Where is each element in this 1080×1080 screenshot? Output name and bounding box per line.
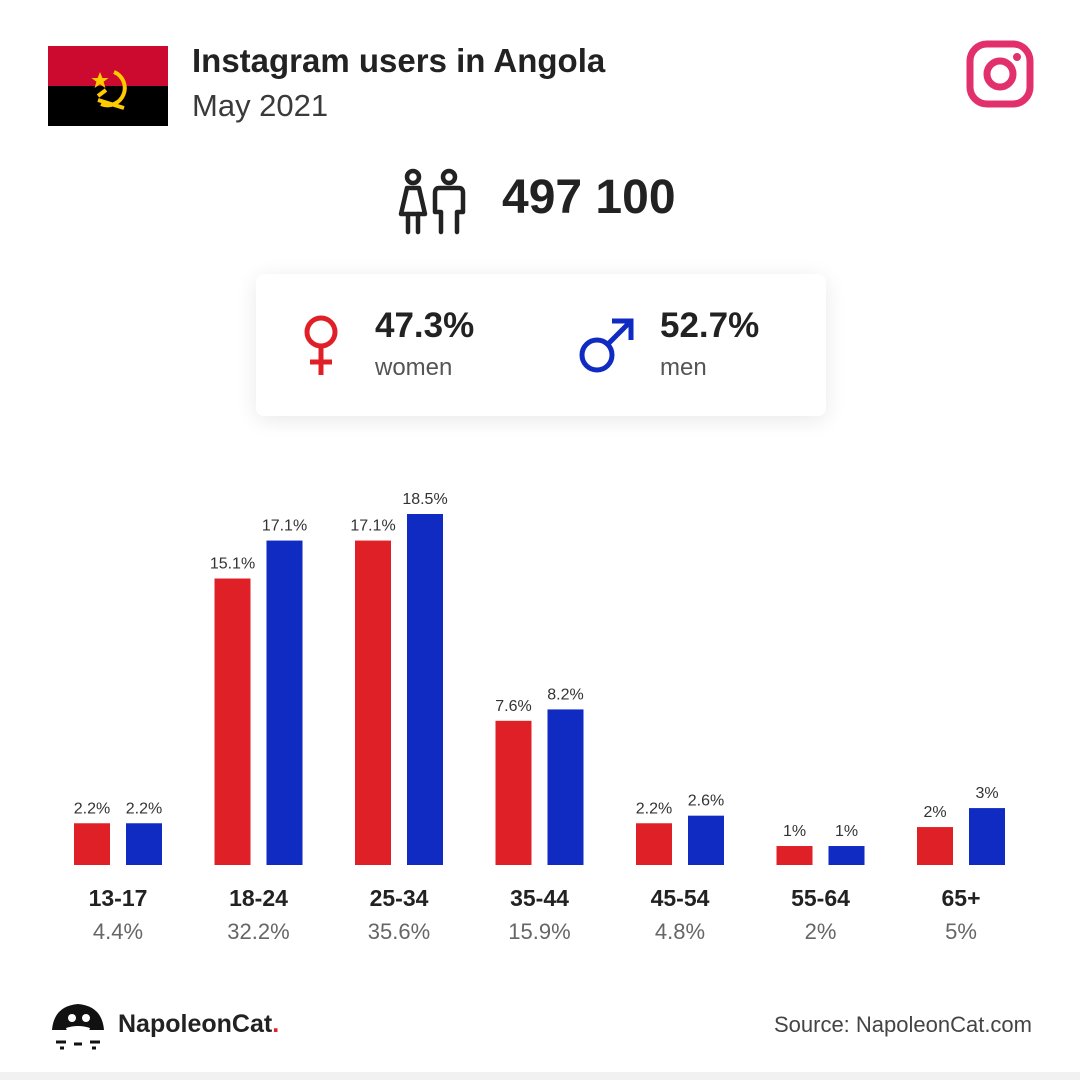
angola-flag-icon (48, 46, 168, 126)
category-label-45-54: 45-54 (651, 885, 710, 911)
bottom-divider (0, 1072, 1080, 1080)
data-label-men-18-24: 17.1% (262, 518, 307, 535)
page-subtitle: May 2021 (192, 88, 329, 123)
bar-men-18-24 (266, 540, 303, 865)
category-total-35-44: 15.9% (508, 919, 570, 944)
instagram-icon (966, 40, 1034, 108)
data-label-women-25-34: 17.1% (350, 518, 395, 535)
category-total-45-54: 4.8% (655, 919, 705, 944)
category-total-25-34: 35.6% (368, 919, 430, 944)
data-label-men-45-54: 2.6% (688, 793, 724, 810)
data-label-men-25-34: 18.5% (402, 491, 447, 508)
bar-women-65+ (917, 827, 953, 865)
bar-men-35-44 (547, 709, 584, 865)
male-symbol-icon (579, 318, 634, 373)
brand-dot: . (272, 1010, 280, 1038)
bar-women-45-54 (636, 823, 672, 865)
data-label-women-65+: 2% (923, 804, 946, 821)
category-total-13-17: 4.4% (93, 919, 143, 944)
category-total-55-64: 2% (805, 919, 837, 944)
source-credit: Source: NapoleonCat.com (773, 1012, 1032, 1037)
bar-men-13-17 (126, 823, 162, 865)
data-label-women-18-24: 15.1% (210, 556, 255, 573)
data-label-women-13-17: 2.2% (74, 800, 110, 817)
data-label-women-45-54: 2.2% (636, 800, 672, 817)
brand-name: NapoleonCat (118, 1010, 273, 1038)
category-label-35-44: 35-44 (510, 885, 569, 911)
category-total-65+: 5% (945, 919, 977, 944)
bar-women-55-64 (776, 846, 813, 865)
bar-men-25-34 (407, 514, 443, 865)
men-label: men (660, 354, 707, 381)
category-label-65+: 65+ (941, 885, 980, 911)
category-label-13-17: 13-17 (89, 885, 148, 911)
category-total-18-24: 32.2% (227, 919, 289, 944)
napoleoncat-brand: NapoleonCat. (118, 1010, 279, 1039)
bar-women-13-17 (74, 823, 110, 865)
bar-women-18-24 (214, 578, 251, 865)
women-percentage: 47.3% (375, 306, 475, 345)
women-label: women (375, 354, 453, 381)
napoleoncat-logo-icon (52, 1004, 104, 1050)
people-icon (398, 168, 466, 235)
data-label-men-65+: 3% (975, 785, 998, 802)
total-users: 497 100 (502, 171, 676, 224)
data-label-women-35-44: 7.6% (495, 698, 531, 715)
bar-men-65+ (969, 808, 1005, 865)
data-label-men-13-17: 2.2% (126, 800, 162, 817)
bar-women-35-44 (495, 720, 532, 865)
bar-women-25-34 (355, 540, 391, 865)
age-gender-bar-chart: 2.2% 2.2% 13-17 4.4% 15.1% 17.1% 18-24 32.2% 17.… (74, 491, 1005, 944)
category-label-55-64: 55-64 (791, 885, 850, 911)
data-label-men-55-64: 1% (835, 823, 858, 840)
data-label-men-35-44: 8.2% (547, 686, 583, 703)
bar-men-55-64 (828, 846, 865, 865)
category-label-18-24: 18-24 (229, 885, 288, 911)
men-percentage: 52.7% (660, 306, 760, 345)
female-symbol-icon (304, 315, 338, 375)
data-label-women-55-64: 1% (783, 823, 806, 840)
category-label-25-34: 25-34 (370, 885, 429, 911)
bar-men-45-54 (688, 815, 724, 865)
gender-split-card (256, 274, 826, 416)
page-title: Instagram users in Angola (192, 42, 606, 79)
